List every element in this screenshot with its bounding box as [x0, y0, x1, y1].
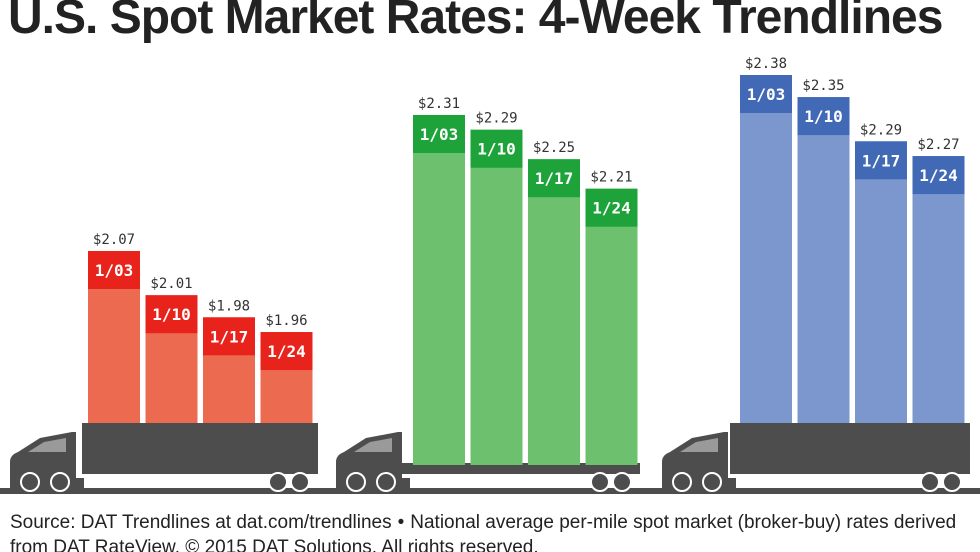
bar-date-band: [855, 141, 907, 180]
bar-date-band: [88, 251, 140, 289]
bar-date-band: [740, 75, 792, 113]
bar-date-label: 1/03: [420, 125, 459, 144]
bar-date-label: 1/17: [862, 151, 901, 170]
bar-date-label: 1/10: [152, 305, 191, 324]
bar: [528, 159, 580, 465]
truck-wheel-icon: [702, 472, 722, 492]
bar-value-label: $2.29: [860, 122, 902, 138]
truck-wheel-icon: [346, 472, 366, 492]
bar: [413, 115, 465, 465]
bar: [912, 156, 965, 423]
source-text: Source: DAT Trendlines at dat.com/trendl…: [10, 512, 392, 533]
bar: [470, 129, 523, 466]
bar-date-band: [528, 159, 580, 198]
bar: [855, 141, 907, 423]
bar-date-label: 1/03: [95, 261, 134, 280]
truck-wheel-icon: [672, 472, 692, 492]
truck-wheel-icon: [590, 472, 610, 492]
bar-date-band: [912, 156, 965, 195]
bar-date-band: [145, 295, 198, 334]
chart-group-1: 1/03 $2.07 1/10 $2.01 1/17 $1.98 1/24 $1.96: [10, 232, 318, 492]
bar-value-label: $2.01: [150, 276, 192, 292]
bar-date-band: [797, 97, 850, 136]
bar-date-label: 1/24: [267, 342, 306, 361]
truck-wheel-icon: [290, 472, 310, 492]
bar-value-label: $2.25: [533, 140, 575, 156]
trailer-box: [730, 423, 970, 474]
bar-value-label: $2.27: [917, 137, 959, 153]
bar-value-label: $2.07: [93, 232, 135, 248]
bar-value-label: $2.21: [590, 170, 632, 186]
bar-date-label: 1/17: [535, 169, 574, 188]
bar-value-label: $2.29: [475, 111, 517, 127]
bar-date-label: 1/10: [804, 107, 843, 126]
truck-wheel-icon: [920, 472, 940, 492]
bar-value-label: $2.38: [745, 56, 787, 72]
bar: [740, 75, 792, 423]
chart-group-3: 1/03 $2.38 1/10 $2.35 1/17 $2.29 1/24 $2.27: [662, 56, 970, 492]
footer-bullet: •: [397, 512, 405, 533]
truck-window-icon: [680, 438, 718, 452]
spot-rates-chart: 1/03$2.071/10$2.011/17$1.981/24$1.961/03…: [0, 56, 980, 494]
truck-window-icon: [28, 438, 66, 452]
bar: [585, 188, 638, 465]
page-title: U.S. Spot Market Rates: 4-Week Trendline…: [8, 0, 943, 44]
bar-date-band: [203, 317, 255, 356]
chart-group-2: 1/03 $2.31 1/10 $2.29 1/17 $2.25 1/24 $2.21: [336, 96, 640, 492]
bar-date-label: 1/24: [592, 199, 631, 218]
bar-date-band: [470, 129, 523, 168]
bar-date-band: [585, 188, 638, 227]
truck-wheel-icon: [50, 472, 70, 492]
bar-date-band: [260, 332, 313, 371]
truck-window-icon: [354, 438, 392, 452]
bar-date-label: 1/10: [477, 140, 516, 159]
bar-date-band: [413, 115, 465, 153]
truck-wheel-icon: [268, 472, 288, 492]
source-footer: Source: DAT Trendlines at dat.com/trendl…: [10, 510, 975, 552]
bar: [797, 97, 850, 424]
trailer-box: [82, 423, 318, 474]
bar-value-label: $1.96: [265, 313, 307, 329]
bar-value-label: $1.98: [208, 298, 250, 314]
truck-wheel-icon: [20, 472, 40, 492]
bar-value-label: $2.31: [418, 96, 460, 112]
trailer-flatbed: [400, 463, 640, 474]
truck-wheel-icon: [942, 472, 962, 492]
truck-wheel-icon: [612, 472, 632, 492]
footer-note: National average per-mile spot market (b…: [10, 512, 957, 552]
bar-date-label: 1/17: [210, 327, 249, 346]
bar-date-label: 1/24: [919, 166, 958, 185]
bar-date-label: 1/03: [747, 85, 786, 104]
bar-value-label: $2.35: [802, 78, 844, 94]
truck-wheel-icon: [376, 472, 396, 492]
ground-line: [0, 488, 980, 494]
